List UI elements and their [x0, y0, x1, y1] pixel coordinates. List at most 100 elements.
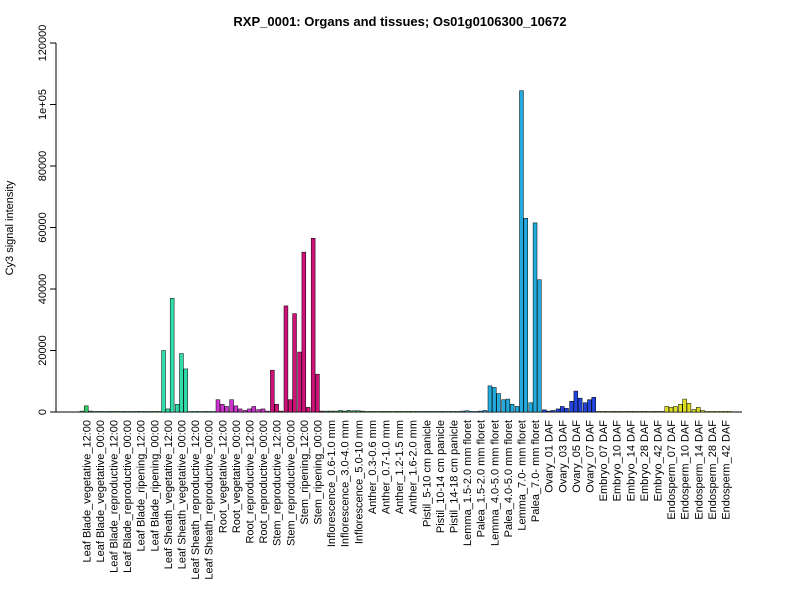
bar [406, 411, 411, 413]
bar [338, 410, 343, 413]
y-axis-label: Cy3 signal intensity [4, 180, 16, 275]
bar [401, 411, 406, 413]
bar [260, 408, 266, 413]
x-tick-label: Anther_0.7-1.0 mm [380, 420, 392, 514]
x-tick-label: Lemma_1.5-2.0 mm floret [462, 420, 474, 546]
bar [305, 407, 311, 413]
bar [129, 411, 134, 413]
bar [310, 238, 316, 413]
x-tick-label: Leaf Sheath_reproductive_00:00 [204, 420, 216, 580]
x-tick-label: Root_reproductive_12:00 [244, 420, 256, 544]
x-tick-label: Ovary_07 DAF [584, 420, 596, 493]
bar [637, 411, 642, 413]
bar [727, 411, 732, 413]
bar [156, 411, 161, 413]
bar [628, 411, 633, 413]
x-tick-label: Anther_0.3-0.6 mm [367, 420, 379, 514]
bar [678, 404, 683, 413]
bar [424, 411, 429, 413]
bar [596, 411, 601, 413]
bar [478, 410, 483, 413]
bar [464, 410, 470, 413]
x-tick-label: Embryo_28 DAF [639, 420, 651, 502]
x-tick-label: Ovary_01 DAF [544, 420, 556, 493]
bar [356, 410, 361, 413]
bar [106, 411, 112, 413]
bar [546, 410, 551, 413]
bar [492, 387, 497, 413]
x-tick-label: Endosperm_10 DAF [680, 420, 692, 520]
bar [668, 407, 674, 413]
bar [333, 410, 338, 413]
bar [618, 411, 624, 413]
bar [288, 399, 293, 413]
bar [392, 411, 397, 413]
bar [365, 411, 370, 413]
bar [360, 410, 365, 413]
bar [328, 410, 334, 413]
bar [659, 411, 664, 413]
bar [528, 402, 533, 413]
bar [387, 411, 392, 413]
bar [514, 406, 520, 413]
y-axis-ticks: 0 20000 40000 60000 80000 1e+05 120000 [37, 25, 56, 415]
x-tick-label: Ovary_03 DAF [557, 420, 569, 493]
y-tick-label: 0 [37, 409, 49, 415]
bar [197, 411, 202, 413]
bar [93, 411, 98, 413]
bar [519, 90, 524, 413]
bar [297, 351, 302, 413]
bar [251, 406, 256, 413]
x-tick-label: Endosperm_42 DAF [720, 420, 732, 520]
bar [278, 410, 284, 413]
x-axis-labels: Leaf Blade_vegetative_12:00 Leaf Blade_ve… [81, 420, 732, 580]
y-tick-label: 60000 [37, 212, 49, 243]
bar [134, 411, 139, 413]
bar [564, 408, 569, 413]
bar [229, 399, 234, 413]
x-tick-label: Embryo_07 DAF [598, 420, 610, 502]
bar [215, 399, 221, 413]
x-tick-label: Anther_1.2-1.5 mm [394, 420, 406, 514]
x-tick-label: Lemma_7.0- mm floret [516, 420, 528, 531]
x-tick-label: Inflorescence_3.0-4.0 mm [340, 420, 352, 547]
x-tick-label: Root_reproductive_00:00 [258, 420, 270, 544]
bar [324, 410, 329, 413]
bar [342, 410, 347, 413]
bar [587, 399, 592, 413]
x-tick-label: Root_vegetative_12:00 [217, 420, 229, 533]
x-tick-label: Pistil_10-14 cm panicle [435, 420, 447, 533]
bar [237, 408, 243, 413]
bar [555, 408, 561, 413]
x-tick-label: Leaf Sheath_vegetative_00:00 [176, 420, 188, 569]
bar [274, 404, 279, 413]
bar [115, 411, 120, 413]
bar [419, 411, 425, 413]
x-tick-label: Leaf Blade_vegetative_00:00 [95, 420, 107, 563]
bar [242, 410, 248, 413]
bar [700, 410, 705, 413]
bar [696, 407, 701, 413]
bar [256, 409, 261, 413]
bar [120, 411, 125, 413]
x-tick-label: Leaf Blade_ripening_00:00 [149, 420, 161, 552]
x-tick-label: Ovary_05 DAF [571, 420, 583, 493]
bar [224, 406, 229, 413]
bar [206, 411, 211, 413]
bar [455, 411, 460, 413]
bar [641, 411, 647, 413]
bar [632, 411, 637, 413]
bar [383, 411, 388, 413]
x-tick-label: Leaf Blade_ripening_12:00 [136, 420, 148, 552]
bar [202, 411, 207, 413]
x-tick-label: Leaf Blade_reproductive_00:00 [122, 420, 134, 573]
x-tick-label: Pistil_5-10 cm panicle [421, 420, 433, 527]
bar [537, 279, 542, 413]
bar [220, 404, 225, 413]
x-tick-label: Stem_ripening_12:00 [299, 420, 311, 525]
bar [369, 411, 375, 413]
bar [142, 411, 148, 413]
bar [101, 411, 107, 413]
y-tick-label: 1e+05 [37, 89, 49, 120]
bar [523, 218, 528, 413]
